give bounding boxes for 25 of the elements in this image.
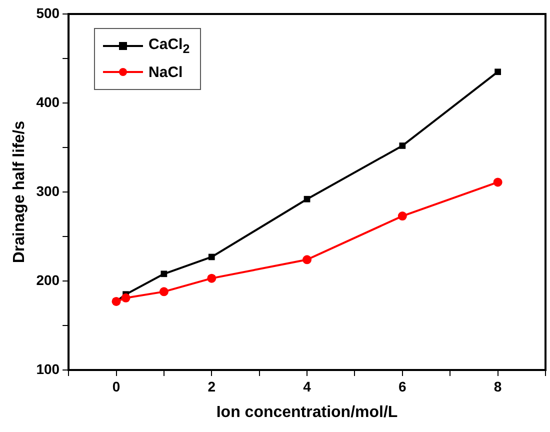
x-tick-label: 0	[112, 378, 120, 394]
point	[160, 270, 168, 278]
x-tick-label: 2	[208, 378, 216, 394]
x-tick-label: 6	[398, 378, 407, 394]
point	[121, 293, 130, 302]
point	[208, 254, 215, 260]
legend-label: CaCl$_{2}$	[148, 36, 190, 56]
point	[398, 212, 407, 221]
point	[302, 255, 312, 264]
point	[494, 68, 501, 76]
y-tick-label: 300	[36, 182, 60, 199]
point	[493, 178, 502, 187]
y-tick-label: 200	[36, 272, 60, 288]
legend-label: NaCl	[148, 64, 183, 80]
y-tick-label: 500	[36, 4, 60, 21]
y-tick-label: 400	[36, 94, 60, 110]
x-tick-label: 4	[303, 378, 312, 394]
point	[304, 196, 310, 202]
x-axis-title: Ion concentration/mol/L	[216, 404, 398, 421]
x-tick-label: 8	[494, 378, 502, 394]
point	[159, 287, 168, 296]
point	[399, 142, 406, 149]
point	[207, 274, 216, 283]
y-axis-title: Drainage half life/s	[11, 120, 28, 264]
y-tick-label: 100	[36, 360, 60, 377]
